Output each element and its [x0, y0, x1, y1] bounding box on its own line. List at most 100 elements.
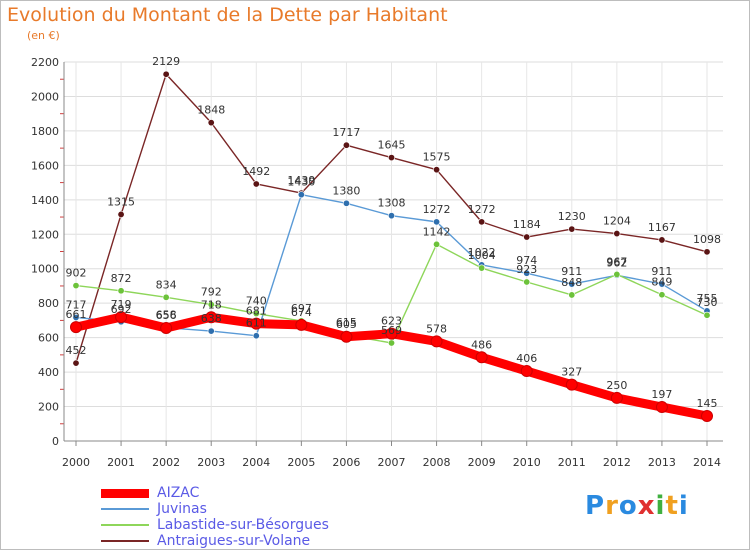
- data-label: 1575: [423, 151, 451, 164]
- y-tick-label: 1800: [31, 125, 59, 138]
- data-label: 1004: [468, 249, 496, 262]
- data-point: [70, 321, 82, 334]
- y-unit-label: (en €): [27, 29, 60, 42]
- data-label: 674: [291, 306, 312, 319]
- data-label: 656: [156, 309, 177, 322]
- x-tick-label: 2013: [648, 456, 676, 469]
- data-label: 611: [246, 317, 267, 330]
- x-tick-label: 2004: [242, 456, 270, 469]
- data-label: 730: [697, 296, 718, 309]
- data-point: [610, 391, 623, 404]
- data-point: [162, 70, 170, 78]
- data-label: 658: [156, 309, 177, 322]
- data-label: 697: [291, 302, 312, 315]
- data-label: 911: [651, 265, 672, 278]
- x-tick-label: 2006: [332, 456, 360, 469]
- data-point: [658, 280, 666, 288]
- data-point: [655, 401, 668, 414]
- data-point: [252, 332, 260, 340]
- x-tick-label: 2003: [197, 456, 225, 469]
- y-tick-label: 1000: [31, 263, 59, 276]
- data-point: [207, 327, 215, 335]
- legend-swatch-labastide: [101, 524, 149, 526]
- data-label: 755: [697, 292, 718, 305]
- data-point: [523, 233, 531, 241]
- data-label: 1098: [693, 233, 721, 246]
- y-tick-label: 1200: [31, 228, 59, 241]
- logo-letter: r: [605, 491, 619, 521]
- data-point: [523, 278, 531, 286]
- data-label: 872: [111, 272, 132, 285]
- data-label: 848: [561, 276, 582, 289]
- data-point: [433, 166, 441, 174]
- data-point: [568, 225, 576, 233]
- data-label: 145: [697, 397, 718, 410]
- x-tick-label: 2010: [513, 456, 541, 469]
- data-point: [72, 282, 80, 290]
- data-label: 1272: [423, 203, 451, 216]
- logo-letter: o: [618, 491, 638, 521]
- data-point: [295, 318, 308, 331]
- data-point: [117, 210, 125, 218]
- data-label: 1167: [648, 221, 676, 234]
- x-tick-label: 2011: [558, 456, 586, 469]
- data-label: 452: [66, 344, 87, 357]
- logo-letter: i: [678, 491, 689, 521]
- y-tick-label: 2200: [31, 56, 59, 69]
- x-tick-label: 2002: [152, 456, 180, 469]
- data-label: 2129: [152, 55, 180, 68]
- data-point: [387, 339, 395, 347]
- data-point: [252, 310, 260, 318]
- data-label: 1492: [242, 165, 270, 178]
- data-label: 717: [66, 298, 87, 311]
- data-point: [385, 327, 398, 340]
- proxiti-logo: Proxiti: [585, 491, 689, 521]
- data-label: 792: [201, 286, 222, 299]
- chart-title: Evolution du Montant de la Dette par Hab…: [7, 4, 448, 26]
- data-label: 1022: [468, 246, 496, 259]
- x-tick-label: 2008: [423, 456, 451, 469]
- x-tick-label: 2000: [62, 456, 90, 469]
- data-point: [115, 311, 128, 324]
- data-point: [703, 311, 711, 319]
- data-label: 692: [111, 303, 132, 316]
- data-point: [568, 280, 576, 288]
- data-point: [340, 330, 353, 343]
- data-label: 1230: [558, 210, 586, 223]
- legend-swatch-antraigues: [101, 540, 149, 542]
- data-point: [160, 321, 173, 334]
- data-label: 1439: [287, 174, 315, 187]
- data-point: [207, 301, 215, 309]
- data-point: [207, 119, 215, 127]
- data-label: 902: [66, 267, 87, 280]
- legend-swatch-juvinas: [101, 508, 149, 510]
- data-label: 327: [561, 366, 582, 379]
- legend-label: Antraigues-sur-Volane: [157, 533, 311, 549]
- data-point: [433, 240, 441, 248]
- data-point: [565, 378, 578, 391]
- logo-letter: t: [665, 491, 679, 521]
- x-tick-label: 2009: [468, 456, 496, 469]
- data-point: [387, 212, 395, 220]
- data-point: [387, 154, 395, 162]
- data-label: 1430: [287, 176, 315, 189]
- x-tick-label: 2001: [107, 456, 135, 469]
- data-point: [162, 293, 170, 301]
- data-point: [658, 291, 666, 299]
- data-label: 962: [606, 256, 627, 269]
- data-point: [252, 180, 260, 188]
- legend-swatch-aizac: [101, 489, 149, 498]
- data-label: 1142: [423, 225, 451, 238]
- data-point: [205, 311, 218, 324]
- legend-label: Juvinas: [157, 501, 207, 517]
- data-label: 1380: [332, 184, 360, 197]
- data-point: [703, 248, 711, 256]
- logo-letter: i: [655, 491, 666, 521]
- data-point: [117, 287, 125, 295]
- data-label: 967: [606, 255, 627, 268]
- y-tick-label: 2000: [31, 90, 59, 103]
- data-label: 849: [651, 276, 672, 289]
- data-point: [613, 270, 621, 278]
- y-tick-label: 0: [52, 435, 59, 448]
- y-tick-label: 800: [38, 297, 59, 310]
